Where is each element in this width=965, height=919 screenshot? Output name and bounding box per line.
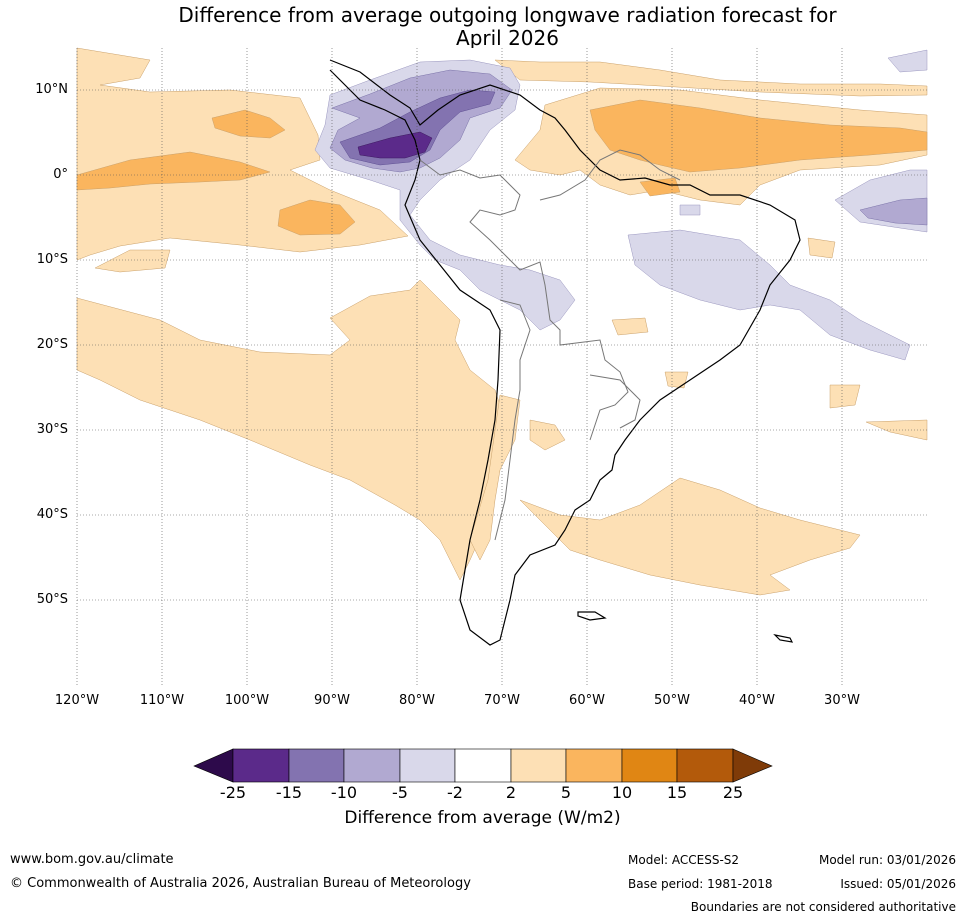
lon-label-80w: 80°W (399, 693, 435, 708)
footer-base-period: Base period: 1981-2018 (628, 877, 773, 891)
negative-anomaly-regions (314, 49, 928, 361)
lon-label-60w: 60°W (569, 693, 605, 708)
colorbar-segment-4 (399, 748, 456, 783)
anomaly-region-brazil-east (611, 237, 836, 389)
anomaly-region-south-atlantic (519, 477, 861, 596)
colorbar-tick-3: -10 (330, 783, 358, 802)
anomaly-region-brazil-weak-negative (627, 229, 911, 361)
colorbar-tick-9: 15 (666, 783, 688, 802)
gridlines (76, 48, 927, 685)
lon-label-90w: 90°W (314, 693, 350, 708)
footer-model: Model: ACCESS-S2 (628, 853, 740, 867)
colorbar-tick-10: 25 (722, 783, 744, 802)
coastlines (329, 59, 801, 646)
colorbar-tick-8: 10 (611, 783, 633, 802)
anomaly-region-mid-pacific-moderate-3 (277, 199, 356, 236)
lon-label-30w: 30°W (824, 693, 860, 708)
lat-label-10n: 10°N (35, 82, 68, 97)
colorbar-segment-3 (343, 748, 401, 783)
colorbar-segment-5 (454, 748, 512, 783)
anomaly-region-mid-pacific-moderate-1 (76, 151, 271, 191)
anomaly-region-argentina-coast (529, 419, 566, 451)
coastline-south-georgia (773, 634, 794, 643)
colorbar-segment-6 (510, 748, 567, 783)
footer-disclaimer: Boundaries are not considered authoritat… (690, 900, 956, 914)
lat-label-50s: 50°S (36, 592, 68, 607)
footer-copyright: © Commonwealth of Australia 2026, Austra… (10, 876, 471, 891)
title-line-1: Difference from average outgoing longwav… (178, 3, 837, 27)
anomaly-region-subtropical-atlantic (829, 384, 928, 441)
title-line-2: April 2026 (456, 26, 559, 50)
colorbar-tick-1: -25 (219, 783, 247, 802)
anomaly-region-atlantic-moderate (589, 99, 928, 173)
lon-label-120w: 120°W (54, 693, 100, 708)
colorbar-extend-low (193, 748, 234, 783)
lon-label-100w: 100°W (224, 693, 270, 708)
lat-label-40s: 40°S (36, 507, 68, 522)
chart-title: Difference from average outgoing longwav… (0, 4, 965, 50)
lat-label-30s: 30°S (36, 422, 68, 437)
colorbar-segment-8 (621, 748, 678, 783)
colorbar-segment-2 (288, 748, 345, 783)
lon-label-50w: 50°W (654, 693, 690, 708)
lon-label-110w: 110°W (139, 693, 185, 708)
anomaly-region-colombia-very-strong-negative (357, 131, 433, 159)
colorbar-tick-5: -2 (447, 783, 463, 802)
colorbar-segment-1 (232, 748, 290, 783)
colorbar-label: Difference from average (W/m2) (344, 808, 621, 828)
colorbar-tick-2: -15 (275, 783, 303, 802)
footer-website: www.bom.gov.au/climate (10, 852, 174, 867)
anomaly-region-atlantic-moderate-negative (859, 197, 928, 226)
anomaly-region-chile-coast (469, 394, 521, 561)
colorbar-segment-7 (565, 748, 623, 783)
colorbar-tick-6: 2 (505, 783, 517, 802)
anomaly-region-mid-pacific-moderate-2 (211, 109, 286, 139)
coastline-south-america (329, 59, 801, 646)
colorbar-extend-high (732, 748, 773, 783)
anomaly-region-guiana-moderate (639, 177, 681, 197)
colorbar-segment-9 (676, 748, 734, 783)
coastline-falklands (577, 611, 607, 621)
anomaly-region-caribbean-strip (494, 59, 928, 97)
anomaly-region-pacific-upper (94, 249, 171, 273)
colorbar-tick-7: 5 (560, 783, 572, 802)
footer-issued: Issued: 05/01/2026 (840, 877, 956, 891)
lat-label-10s: 10°S (36, 252, 68, 267)
lon-label-40w: 40°W (739, 693, 775, 708)
footer-model-run: Model run: 03/01/2026 (818, 853, 956, 867)
lat-label-0: 0° (53, 167, 68, 182)
lat-label-20s: 20°S (36, 337, 68, 352)
lon-label-70w: 70°W (484, 693, 520, 708)
colorbar-tick-4: -5 (392, 783, 408, 802)
